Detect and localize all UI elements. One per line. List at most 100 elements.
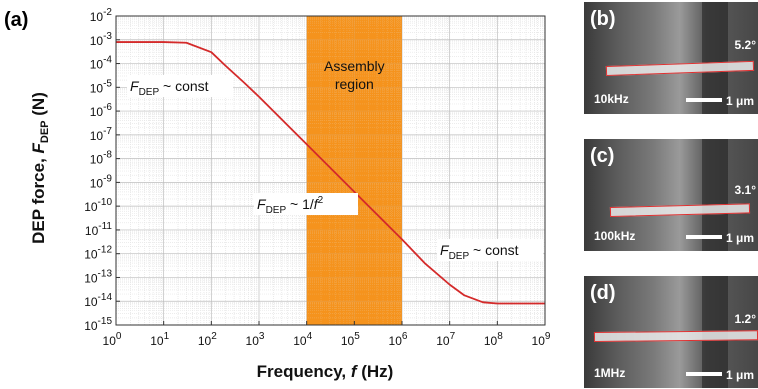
electrode-gap bbox=[702, 2, 728, 114]
axis-ticks: 100 101 102 103 104 105 106 107 108 10910-1510-14… bbox=[84, 7, 551, 348]
tick-exponent: -6 bbox=[103, 102, 112, 113]
tick-exponent: -7 bbox=[103, 126, 112, 137]
frequency-label: 100kHz bbox=[594, 229, 636, 243]
tick-exponent: -2 bbox=[103, 7, 112, 18]
y-tick-label: 10-2 bbox=[90, 7, 113, 24]
scale-label: 1 μm bbox=[726, 368, 755, 382]
x-tick-label: 109 bbox=[532, 331, 551, 348]
dep-force-curve bbox=[116, 41, 545, 305]
x-tick-label: 103 bbox=[246, 331, 265, 348]
tick-base: 10 bbox=[484, 334, 498, 348]
tick-base: 10 bbox=[436, 334, 450, 348]
tick-exponent: -12 bbox=[98, 245, 113, 256]
scale-label: 1 μm bbox=[726, 94, 755, 108]
tick-exponent: 4 bbox=[307, 331, 313, 342]
tick-exponent: 8 bbox=[497, 331, 503, 342]
micrograph-label: (d) bbox=[590, 282, 616, 304]
curve-annotation: FDEP ~ const bbox=[130, 78, 209, 98]
tick-exponent: 7 bbox=[450, 331, 456, 342]
symbol-f: F bbox=[130, 78, 140, 94]
micrograph-d: (d) 1.2° 1MHz 1 μm bbox=[584, 276, 758, 388]
tick-exponent: -9 bbox=[103, 173, 112, 184]
scale-bar bbox=[686, 372, 722, 376]
tick-exponent: 9 bbox=[545, 331, 551, 342]
assembly-region-label: Assembly bbox=[324, 58, 385, 74]
x-tick-label: 100 bbox=[103, 331, 122, 348]
y-tick-label: 10-9 bbox=[90, 173, 113, 190]
micrograph-background bbox=[584, 2, 758, 114]
x-tick-label: 105 bbox=[341, 331, 360, 348]
annotation-background bbox=[437, 239, 543, 261]
symbol-sub: DEP bbox=[266, 205, 287, 216]
tick-exponent: 0 bbox=[116, 331, 122, 342]
x-tick-label: 106 bbox=[389, 331, 408, 348]
tick-exponent: -11 bbox=[98, 221, 112, 232]
electrode-gap bbox=[702, 139, 728, 251]
annotation-background bbox=[254, 193, 358, 215]
y-tick-label: 10-13 bbox=[84, 268, 112, 285]
tick-base: 10 bbox=[389, 334, 403, 348]
tick-exponent: 1 bbox=[164, 331, 170, 342]
curve-annotation: FDEP ~ 1/f2 bbox=[257, 195, 324, 216]
y-tick-label: 10-10 bbox=[84, 197, 112, 214]
x-tick-label: 107 bbox=[436, 331, 455, 348]
x-tick-label: 104 bbox=[293, 331, 312, 348]
tick-exponent: -4 bbox=[103, 55, 112, 66]
micrograph-background bbox=[584, 139, 758, 251]
tick-exponent: -5 bbox=[103, 78, 112, 89]
angle-label: 1.2° bbox=[734, 312, 756, 326]
power: 2 bbox=[318, 195, 324, 206]
tick-exponent: 2 bbox=[211, 331, 217, 342]
tick-base: 10 bbox=[103, 334, 117, 348]
tick-exponent: -3 bbox=[103, 31, 112, 42]
annotation-rest: ~ const bbox=[469, 242, 519, 258]
y-tick-label: 10-7 bbox=[90, 126, 113, 143]
tick-base: 10 bbox=[90, 58, 104, 72]
y-tick-label: 10-8 bbox=[90, 150, 113, 167]
y-tick-label: 10-14 bbox=[84, 292, 112, 309]
tick-base: 10 bbox=[85, 224, 99, 238]
micrograph-b: (b) 5.2° 10kHz 1 μm bbox=[584, 2, 758, 114]
assembly-region-overlay bbox=[306, 16, 402, 325]
frequency-label: 1MHz bbox=[594, 366, 626, 380]
symbol-f: F bbox=[440, 242, 450, 258]
tick-base: 10 bbox=[532, 334, 546, 348]
tick-base: 10 bbox=[90, 153, 104, 167]
angle-label: 5.2° bbox=[734, 38, 756, 52]
tick-base: 10 bbox=[90, 105, 104, 119]
x-tick-label: 101 bbox=[150, 331, 169, 348]
symbol-sub: DEP bbox=[449, 251, 470, 262]
tick-base: 10 bbox=[90, 176, 104, 190]
y-tick-label: 10-11 bbox=[85, 221, 113, 238]
tick-exponent: -8 bbox=[103, 150, 112, 161]
tick-base: 10 bbox=[246, 334, 260, 348]
tick-base: 10 bbox=[84, 319, 98, 333]
x-tick-label: 108 bbox=[484, 331, 503, 348]
tick-base: 10 bbox=[84, 295, 98, 309]
tick-exponent: -13 bbox=[98, 268, 113, 279]
tick-base: 10 bbox=[90, 81, 104, 95]
tick-base: 10 bbox=[341, 334, 355, 348]
micrograph-c: (c) 3.1° 100kHz 1 μm bbox=[584, 139, 758, 251]
tick-exponent: -14 bbox=[98, 292, 113, 303]
tick-base: 10 bbox=[90, 129, 104, 143]
tick-exponent: 6 bbox=[402, 331, 408, 342]
tick-base: 10 bbox=[198, 334, 212, 348]
micrograph-label: (c) bbox=[590, 145, 615, 167]
angle-label: 3.1° bbox=[734, 183, 756, 197]
y-tick-label: 10-5 bbox=[90, 78, 113, 95]
scale-label: 1 μm bbox=[726, 231, 755, 245]
scale-bar bbox=[686, 235, 722, 239]
annotation-rest: ~ const bbox=[159, 78, 209, 94]
y-tick-label: 10-15 bbox=[84, 316, 112, 333]
tick-base: 10 bbox=[293, 334, 307, 348]
symbol-sub: DEP bbox=[139, 87, 160, 98]
tick-base: 10 bbox=[90, 34, 104, 48]
tick-exponent: 5 bbox=[354, 331, 360, 342]
y-tick-label: 10-3 bbox=[90, 31, 113, 48]
dep-force-chart: (a) 100 101 102 103 104 105 106 107 108 10910-151… bbox=[4, 7, 551, 381]
tick-exponent: -10 bbox=[98, 197, 113, 208]
x-axis-title: Frequency, f (Hz) bbox=[257, 362, 394, 381]
y-tick-label: 10-4 bbox=[90, 55, 113, 72]
